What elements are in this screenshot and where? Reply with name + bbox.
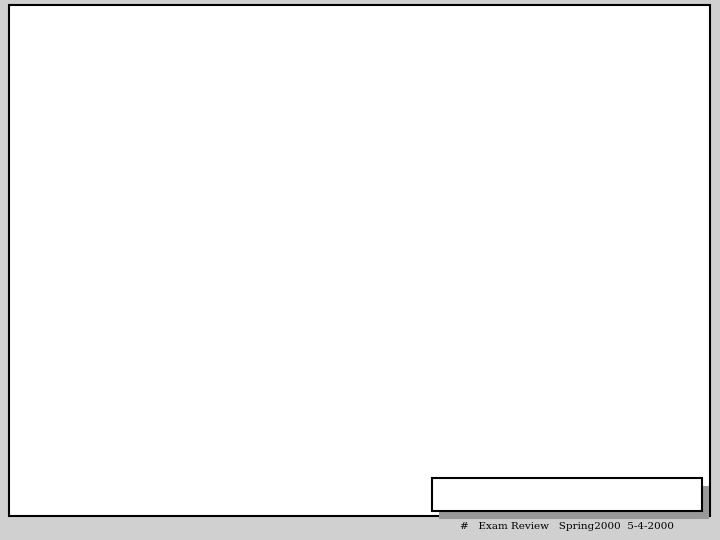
Text: •: • (41, 194, 54, 214)
Text: Bus increases latency to local memory.: Bus increases latency to local memory. (72, 240, 479, 258)
Text: Bandwidth shared among nodes.: Bandwidth shared among nodes. (72, 194, 415, 212)
Text: Overall, may hurt performance if sharing patterns
don’t comply with system archi: Overall, may hurt performance if sharing… (72, 439, 598, 480)
Text: •: • (41, 286, 54, 306)
Text: Disadvantages of
Coherent MP Nodes: Disadvantages of Coherent MP Nodes (156, 21, 562, 93)
Text: •: • (41, 439, 54, 459)
Text: •: • (41, 240, 54, 260)
Text: With local node coherence in place, a CPU
typically must wait for local snoop re: With local node coherence in place, a CP… (72, 286, 585, 348)
Text: •: • (41, 365, 54, 385)
Text: #   Exam Review   Spring2000  5-4-2000: # Exam Review Spring2000 5-4-2000 (460, 522, 674, 531)
Text: EECC756 - Shaaban: EECC756 - Shaaban (470, 485, 664, 502)
Text: Snoopy bus at remote node increases delays there
too, increasing latency and red: Snoopy bus at remote node increases dela… (72, 365, 598, 406)
